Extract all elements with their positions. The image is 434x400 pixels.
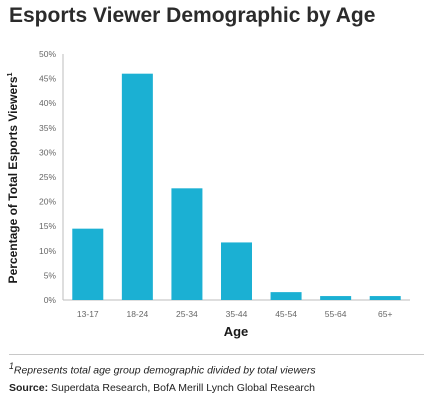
bar-25-34 [171, 188, 203, 300]
x-tick-label: 35-44 [226, 309, 248, 319]
source-text: Superdata Research, BofA Merill Lynch Gl… [51, 382, 316, 394]
y-axis-ticks: 0% 5% 10% 15% 20% 25% 30% 35% 40% 45% 50% [39, 49, 56, 305]
bars [72, 73, 401, 301]
footnote: 1Represents total age group demographic … [9, 361, 316, 377]
y-tick-label: 40% [39, 98, 56, 108]
bar-45-54 [270, 292, 302, 300]
x-tick-label: 13-17 [77, 309, 99, 319]
x-tick-label: 65+ [378, 309, 392, 319]
y-tick-label: 35% [39, 123, 56, 133]
y-tick-label: 0% [44, 295, 57, 305]
y-axis-label: Percentage of Total Esports Viewers1 [6, 72, 20, 283]
y-tick-label: 5% [44, 270, 57, 280]
x-axis-ticks: 13-17 18-24 25-34 35-44 45-54 55-64 65+ [77, 309, 393, 319]
x-tick-label: 18-24 [126, 309, 148, 319]
y-tick-label: 10% [39, 246, 56, 256]
bar-55-64 [320, 296, 352, 300]
chart-title: Esports Viewer Demographic by Age [9, 4, 376, 27]
bar-13-17 [72, 228, 104, 300]
footnote-text: Represents total age group demographic d… [13, 364, 316, 377]
source-label: Source: [9, 382, 49, 394]
source-line: Source: Superdata Research, BofA Merill … [9, 382, 315, 394]
bar-18-24 [121, 73, 153, 301]
y-tick-label: 30% [39, 147, 56, 157]
bar-65+ [369, 296, 401, 300]
footnote-divider [9, 354, 424, 355]
x-tick-label: 25-34 [176, 309, 198, 319]
y-tick-label: 50% [39, 49, 56, 59]
bar-35-44 [221, 242, 252, 300]
y-tick-label: 20% [39, 197, 56, 207]
y-tick-label: 15% [39, 221, 56, 231]
y-tick-label: 45% [39, 74, 56, 84]
footnote-marker: 1 [9, 361, 14, 371]
y-tick-label: 25% [39, 172, 56, 182]
x-tick-label: 45-54 [275, 309, 297, 319]
x-tick-label: 55-64 [325, 309, 347, 319]
bar-chart: 0% 5% 10% 15% 20% 25% 30% 35% 40% 45% 50% 13-17 18-… [6, 49, 410, 339]
x-axis-label: Age [224, 324, 249, 339]
